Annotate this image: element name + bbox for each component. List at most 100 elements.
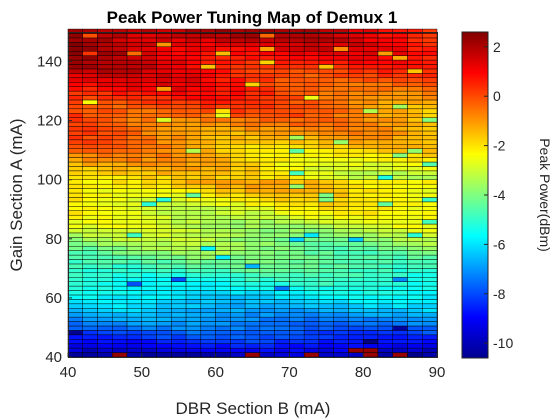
heatmap-cell xyxy=(392,228,408,234)
heatmap-cell xyxy=(377,144,393,149)
heatmap-cell xyxy=(82,104,98,110)
heatmap-cell xyxy=(377,330,393,336)
heatmap-cell xyxy=(348,339,364,344)
heatmap-cell xyxy=(156,241,172,247)
heatmap-cell xyxy=(185,272,202,278)
heatmap-cell xyxy=(200,139,216,145)
chart-title: Peak Power Tuning Map of Demux 1 xyxy=(107,8,398,27)
heatmap-cell xyxy=(422,330,438,336)
heatmap-cell xyxy=(97,303,113,309)
heatmap-cell xyxy=(407,104,423,110)
heatmap-cell xyxy=(112,281,128,287)
heatmap-cell xyxy=(200,55,216,61)
heatmap-cell xyxy=(97,201,113,207)
heatmap-cell xyxy=(67,228,83,234)
heatmap-cell xyxy=(318,312,334,318)
heatmap-cell xyxy=(407,77,423,83)
heatmap-cell xyxy=(377,33,393,39)
heatmap-cell xyxy=(185,126,202,132)
heatmap-cell xyxy=(362,223,379,229)
heatmap-cell xyxy=(112,55,128,61)
heatmap-cell xyxy=(230,130,246,136)
heatmap-cell xyxy=(318,42,334,47)
heatmap-cell xyxy=(244,241,261,247)
heatmap-cell xyxy=(141,130,157,136)
heatmap-cell xyxy=(259,206,275,211)
heatmap-cell xyxy=(156,33,172,39)
heatmap-cell xyxy=(112,334,128,340)
heatmap-cell xyxy=(126,303,143,309)
heatmap-cell xyxy=(377,55,393,61)
heatmap-cell xyxy=(185,117,202,123)
heatmap-cell xyxy=(422,259,438,265)
heatmap-cell xyxy=(303,223,320,229)
heatmap-cell xyxy=(348,214,364,220)
heatmap-cell xyxy=(348,161,364,167)
heatmap-cell xyxy=(259,135,275,141)
heatmap-cell xyxy=(392,316,408,322)
heatmap-cell xyxy=(407,90,423,96)
heatmap-cell xyxy=(126,308,143,313)
heatmap-cell xyxy=(407,166,423,172)
heatmap-cell xyxy=(392,347,408,353)
heatmap-cell xyxy=(67,299,83,305)
heatmap-cell xyxy=(362,166,379,172)
heatmap-cell xyxy=(171,121,187,127)
heatmap-cell xyxy=(392,325,408,331)
heatmap-cell xyxy=(215,37,231,43)
heatmap-cell xyxy=(303,121,320,127)
heatmap-cell xyxy=(333,130,349,136)
heatmap-cell xyxy=(407,157,423,163)
heatmap-cell xyxy=(200,343,216,349)
heatmap-cell xyxy=(244,95,261,101)
heatmap-cell xyxy=(156,148,172,154)
heatmap-cell xyxy=(348,170,364,176)
heatmap-cell xyxy=(422,285,438,291)
heatmap-cell xyxy=(422,241,438,247)
heatmap-cell xyxy=(215,50,231,56)
heatmap-cell xyxy=(82,197,98,203)
heatmap-cell xyxy=(259,108,275,114)
heatmap-cell xyxy=(422,263,438,269)
heatmap-cell xyxy=(215,237,231,242)
heatmap-cell xyxy=(348,108,364,114)
heatmap-cell xyxy=(126,55,143,61)
heatmap-cell xyxy=(259,210,275,216)
heatmap-cell xyxy=(333,157,349,163)
heatmap-cell xyxy=(259,73,275,79)
heatmap-cell xyxy=(407,86,423,92)
heatmap-cell xyxy=(348,308,364,313)
heatmap-cell xyxy=(141,64,157,70)
heatmap-cell xyxy=(200,206,216,211)
heatmap-cell xyxy=(67,281,83,287)
heatmap-cell xyxy=(82,334,98,340)
heatmap-cell xyxy=(156,352,172,358)
heatmap-cell xyxy=(112,188,128,194)
heatmap-cell xyxy=(289,299,305,305)
heatmap-cell xyxy=(244,210,261,216)
heatmap-cell xyxy=(97,347,113,353)
heatmap-cell xyxy=(141,175,157,180)
heatmap-cell xyxy=(407,99,423,105)
heatmap-cell xyxy=(407,277,423,282)
heatmap-cell xyxy=(97,219,113,225)
heatmap-cell xyxy=(407,139,423,145)
heatmap-cell xyxy=(156,254,172,260)
heatmap-cell xyxy=(82,108,98,114)
heatmap-cell xyxy=(303,316,320,322)
heatmap-cell xyxy=(362,64,379,70)
heatmap-cell xyxy=(303,55,320,61)
heatmap-cell xyxy=(141,285,157,291)
heatmap-cell xyxy=(244,237,261,242)
heatmap-cell xyxy=(126,259,143,265)
heatmap-cell xyxy=(289,135,305,141)
heatmap-cell xyxy=(185,68,202,74)
x-tick-label: 40 xyxy=(60,364,77,381)
heatmap-cell xyxy=(274,170,290,176)
heatmap-cell xyxy=(303,343,320,349)
heatmap-cell xyxy=(274,161,290,167)
heatmap-cell xyxy=(97,285,113,291)
heatmap-cell xyxy=(303,130,320,136)
heatmap-cell xyxy=(215,68,231,74)
heatmap-cell xyxy=(392,290,408,296)
